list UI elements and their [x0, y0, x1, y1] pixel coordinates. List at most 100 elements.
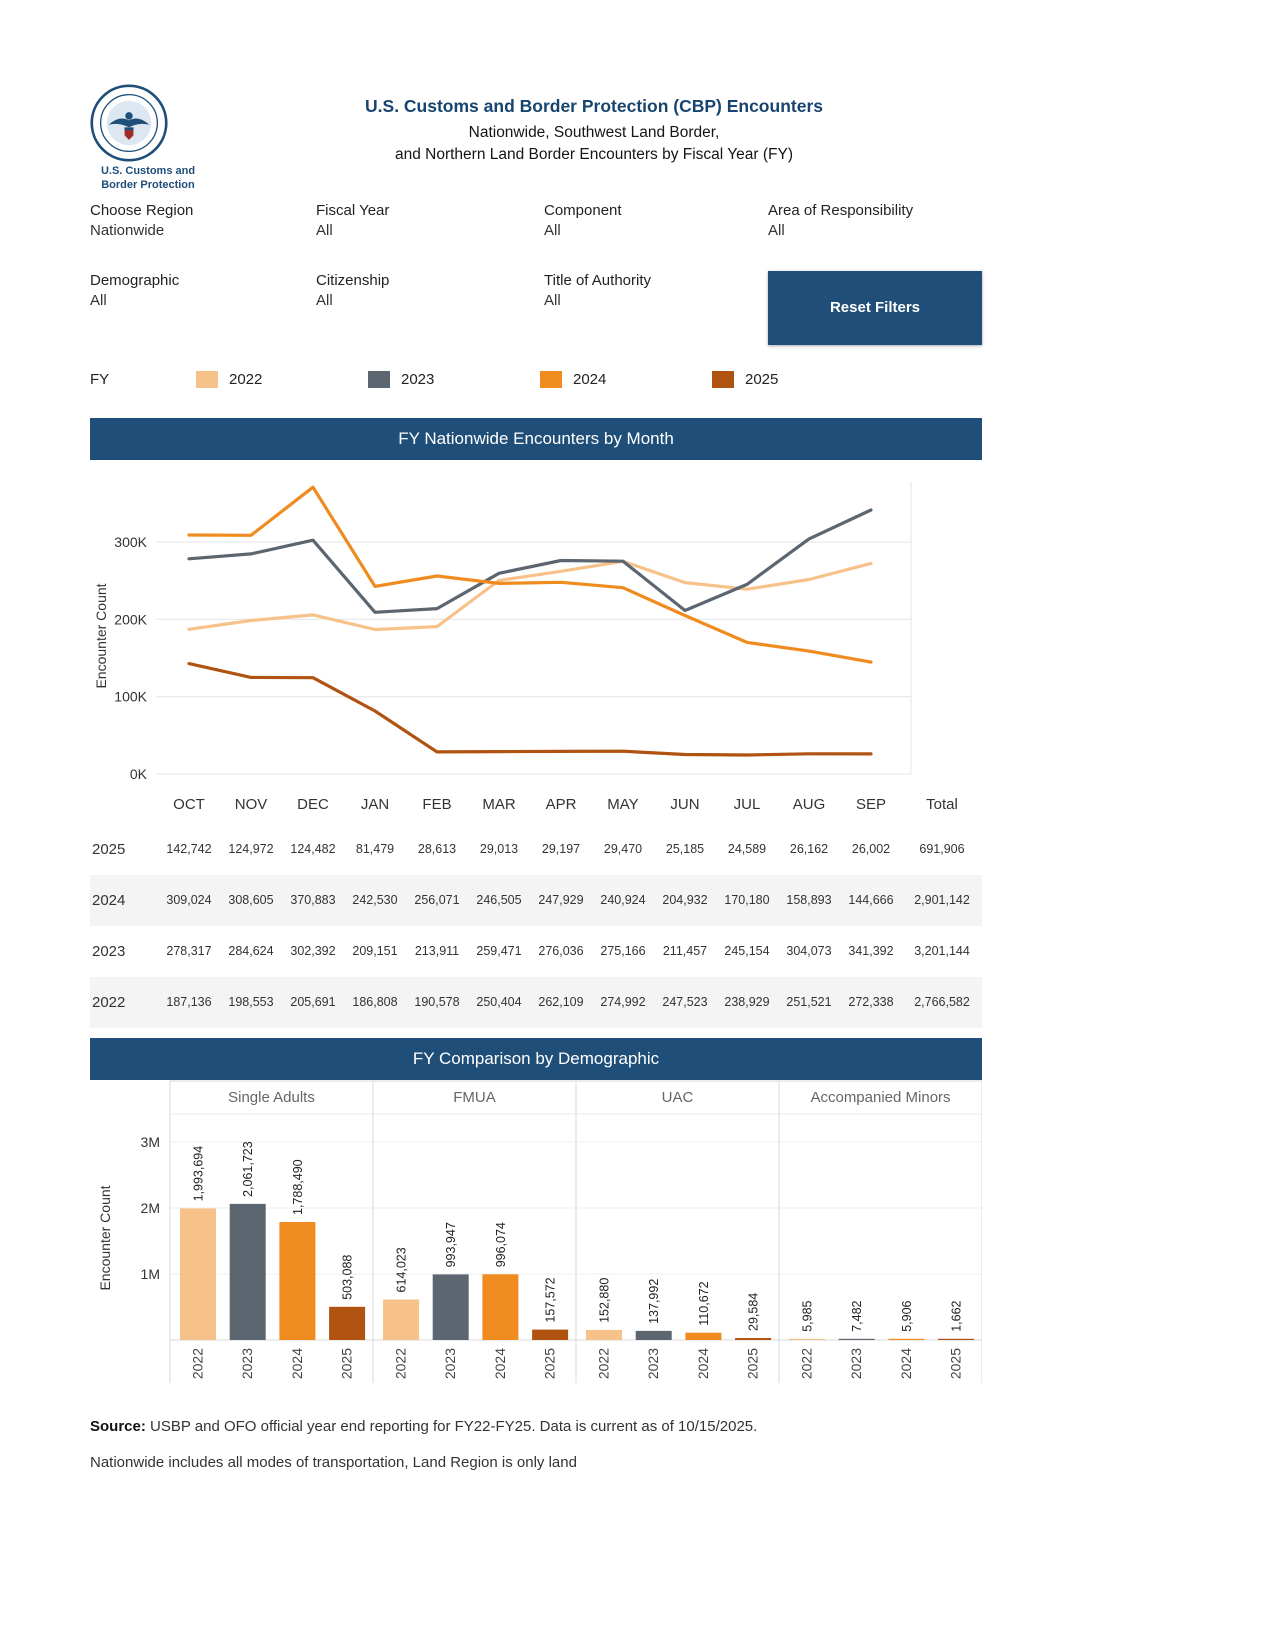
cell-2023-oct[interactable]: 278,317	[166, 944, 212, 958]
filter-fiscal-year[interactable]: Fiscal Year All	[316, 201, 544, 241]
y-tick-label: 100K	[114, 688, 147, 704]
cell-2024-may[interactable]: 240,924	[592, 874, 654, 926]
filter-component[interactable]: Component All	[544, 201, 768, 241]
bar-fmua-2023[interactable]	[432, 1273, 469, 1340]
cell-2025-feb[interactable]: 28,613	[417, 842, 457, 856]
cell-2024-dec[interactable]: 370,883	[282, 874, 344, 926]
bar-year-label: 2024	[492, 1347, 508, 1378]
bar-uac-2024[interactable]	[685, 1332, 722, 1340]
cell-2023-total[interactable]: 3,201,144	[914, 944, 970, 958]
filter-title-of-authority[interactable]: Title of Authority All	[544, 271, 768, 311]
cell-2022-total[interactable]: 2,766,582	[902, 976, 982, 1028]
filter-value-dropdown[interactable]: All	[544, 221, 561, 239]
cell-2024-aug[interactable]: 158,893	[778, 874, 840, 926]
bar-single-adults-2023[interactable]	[229, 1203, 266, 1340]
filter-value-dropdown[interactable]: All	[90, 291, 107, 309]
column-header-aug: AUG	[792, 796, 826, 813]
cell-2022-jul[interactable]: 238,929	[716, 976, 778, 1028]
cell-2024-jun[interactable]: 204,932	[654, 874, 716, 926]
cell-2025-jan[interactable]: 81,479	[355, 842, 395, 856]
bar-accompanied-minors-2025[interactable]	[938, 1338, 975, 1340]
bar-value-label: 1,993,694	[192, 1145, 206, 1201]
cell-2022-nov[interactable]: 198,553	[220, 976, 282, 1028]
filter-value-dropdown[interactable]: All	[768, 221, 785, 239]
cell-2024-total[interactable]: 2,901,142	[902, 874, 982, 926]
cell-2022-may[interactable]: 274,992	[592, 976, 654, 1028]
bar-fmua-2022[interactable]	[383, 1299, 419, 1340]
cell-2025-jul[interactable]: 24,589	[727, 842, 767, 856]
cell-2022-dec[interactable]: 205,691	[282, 976, 344, 1028]
filter-citizenship[interactable]: Citizenship All	[316, 271, 544, 311]
bar-accompanied-minors-2023[interactable]	[838, 1338, 875, 1340]
cell-2023-aug[interactable]: 304,073	[786, 944, 832, 958]
cell-2024-oct[interactable]: 309,024	[158, 874, 220, 926]
bar-fmua-2024[interactable]	[482, 1273, 519, 1340]
filter-label: Area of Responsibility	[768, 201, 914, 219]
bar-accompanied-minors-2022[interactable]	[789, 1338, 825, 1340]
row-year-2022: 2022	[90, 976, 158, 1028]
series-line-2022[interactable]	[187, 559, 873, 631]
filter-value-dropdown[interactable]: All	[316, 291, 333, 309]
cell-2025-mar[interactable]: 29,013	[479, 842, 519, 856]
cell-2023-sep[interactable]: 341,392	[848, 944, 894, 958]
cell-2024-jul[interactable]: 170,180	[716, 874, 778, 926]
cell-2025-total[interactable]: 691,906	[919, 842, 965, 856]
cell-2023-feb[interactable]: 213,911	[414, 944, 460, 958]
cell-2022-apr[interactable]: 262,109	[530, 976, 592, 1028]
cell-2024-apr[interactable]: 247,929	[530, 874, 592, 926]
filter-value-dropdown[interactable]: All	[544, 291, 561, 309]
cell-2025-jun[interactable]: 25,185	[665, 842, 705, 856]
cell-2023-apr[interactable]: 276,036	[538, 944, 584, 958]
cell-2025-nov[interactable]: 124,972	[228, 842, 274, 856]
legend-item-2023[interactable]: 2023	[368, 370, 540, 388]
cell-2022-jan[interactable]: 186,808	[344, 976, 406, 1028]
cell-2025-may[interactable]: 29,470	[603, 842, 643, 856]
cell-2022-aug[interactable]: 251,521	[778, 976, 840, 1028]
cell-2022-sep[interactable]: 272,338	[840, 976, 902, 1028]
cell-2023-jun[interactable]: 211,457	[662, 944, 708, 958]
legend-item-2025[interactable]: 2025	[712, 370, 884, 388]
cell-2022-mar[interactable]: 250,404	[468, 976, 530, 1028]
series-line-2023[interactable]	[187, 507, 873, 614]
monthly-chart-title: FY Nationwide Encounters by Month	[398, 428, 674, 448]
cell-2023-jan[interactable]: 209,151	[352, 944, 398, 958]
cell-2022-oct[interactable]: 187,136	[158, 976, 220, 1028]
cell-2025-dec[interactable]: 124,482	[290, 842, 336, 856]
bar-single-adults-2024[interactable]	[279, 1221, 316, 1340]
cell-2023-nov[interactable]: 284,624	[228, 944, 274, 958]
cell-2025-aug[interactable]: 26,162	[789, 842, 829, 856]
cell-2024-feb[interactable]: 256,071	[406, 874, 468, 926]
cell-2023-jul[interactable]: 245,154	[724, 944, 770, 958]
bar-uac-2023[interactable]	[635, 1330, 672, 1340]
cell-2024-mar[interactable]: 246,505	[468, 874, 530, 926]
legend-item-2024[interactable]: 2024	[540, 370, 712, 388]
filter-value-dropdown[interactable]: All	[316, 221, 333, 239]
bar-uac-2025[interactable]	[735, 1337, 772, 1340]
series-line-2025[interactable]	[187, 661, 873, 757]
bar-single-adults-2022[interactable]	[180, 1207, 216, 1340]
cell-2023-mar[interactable]: 259,471	[476, 944, 522, 958]
filter-demographic[interactable]: Demographic All	[90, 271, 316, 311]
bar-single-adults-2025[interactable]	[329, 1306, 366, 1340]
bar-uac-2022[interactable]	[586, 1329, 622, 1340]
cell-2022-jun[interactable]: 247,523	[654, 976, 716, 1028]
bar-fmua-2025[interactable]	[532, 1329, 569, 1340]
cell-2025-apr[interactable]: 29,197	[541, 842, 581, 856]
cell-2025-oct[interactable]: 142,742	[166, 842, 212, 856]
cell-2023-may[interactable]: 275,166	[600, 944, 646, 958]
series-line-2024[interactable]	[187, 485, 873, 664]
cell-2023-dec[interactable]: 302,392	[290, 944, 336, 958]
cell-2024-sep[interactable]: 144,666	[840, 874, 902, 926]
legend-swatch-2023	[368, 370, 390, 388]
bar-accompanied-minors-2024[interactable]	[888, 1338, 925, 1340]
cell-2025-sep[interactable]: 26,002	[851, 842, 891, 856]
cell-2022-feb[interactable]: 190,578	[406, 976, 468, 1028]
cell-2024-jan[interactable]: 242,530	[344, 874, 406, 926]
filter-choose-region[interactable]: Choose Region Nationwide	[90, 201, 316, 241]
reset-filters-button[interactable]: Reset Filters	[768, 270, 982, 345]
filter-area-of-responsibility[interactable]: Area of Responsibility All	[768, 201, 982, 241]
cell-2024-nov[interactable]: 308,605	[220, 874, 282, 926]
legend-item-2022[interactable]: 2022	[196, 370, 368, 388]
bar-value-label: 7,482	[850, 1300, 864, 1331]
filter-value-dropdown[interactable]: Nationwide	[90, 221, 165, 239]
